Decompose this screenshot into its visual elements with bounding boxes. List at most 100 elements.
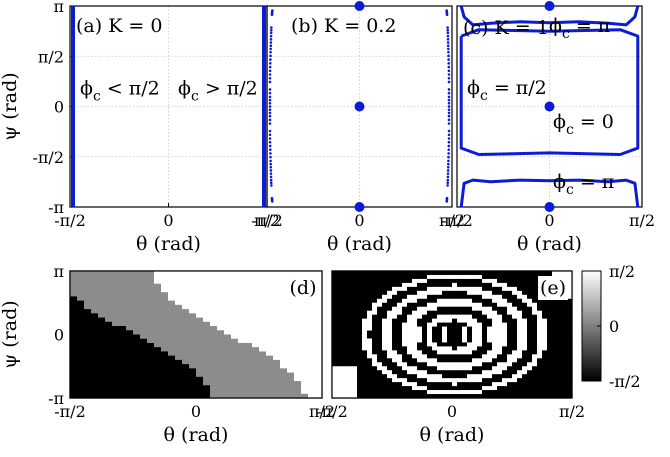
heatmap-cell: [562, 330, 568, 335]
heatmap-cell: [497, 358, 503, 363]
heatmap-cell: [266, 334, 274, 340]
heatmap-cell: [362, 318, 368, 323]
heatmap-cell: [427, 318, 433, 323]
heatmap-cell: [168, 372, 176, 378]
heatmap-cell: [397, 322, 403, 327]
heatmap-cell: [492, 314, 498, 320]
heatmap-cell: [377, 362, 383, 367]
heatmap-cell: [203, 334, 211, 340]
heatmap-cell: [437, 306, 443, 312]
heatmap-cell: [273, 296, 281, 302]
heatmap-cell: [280, 355, 288, 361]
heatmap-cell: [382, 294, 388, 300]
heatmap-cell: [462, 271, 468, 276]
heatmap-cell: [337, 358, 343, 363]
heatmap-cell: [477, 322, 483, 327]
heatmap-cell: [532, 366, 538, 371]
heatmap-cell: [462, 362, 468, 367]
heatmap-cell: [547, 314, 553, 320]
heatmap-cell: [472, 386, 478, 391]
heatmap-cell: [105, 364, 113, 369]
heatmap-cell: [196, 364, 204, 369]
x-axis-label: θ (rad): [517, 233, 582, 255]
data-point: [447, 111, 451, 115]
heatmap-cell: [487, 378, 493, 383]
heatmap-cell: [347, 330, 353, 335]
heatmap-cell: [512, 390, 518, 395]
heatmap-cell: [154, 309, 162, 314]
heatmap-cell: [437, 310, 443, 316]
heatmap-cell: [547, 334, 553, 339]
heatmap-cell: [175, 334, 183, 340]
heatmap-cell: [245, 347, 253, 352]
heatmap-cell: [217, 279, 225, 285]
heatmap-cell: [161, 321, 169, 327]
heatmap-cell: [252, 304, 260, 310]
heatmap-cell: [407, 354, 413, 359]
heatmap-cell: [352, 318, 358, 323]
heatmap-cell: [477, 290, 483, 296]
heatmap-cell: [161, 351, 169, 357]
heatmap-cell: [432, 350, 438, 355]
heatmap-cell: [91, 347, 99, 352]
heatmap-cell: [112, 283, 120, 289]
heatmap-cell: [462, 366, 468, 371]
heatmap-cell: [427, 330, 433, 335]
heatmap-cell: [427, 310, 433, 316]
heatmap-cell: [337, 322, 343, 327]
heatmap-cell: [417, 346, 423, 351]
heatmap-cell: [77, 321, 85, 327]
heatmap-cell: [542, 370, 548, 375]
heatmap-cell: [308, 321, 316, 327]
heatmap-cell: [512, 330, 518, 335]
heatmap-cell: [217, 389, 225, 395]
heatmap-cell: [407, 366, 413, 371]
heatmap-cell: [140, 347, 148, 352]
heatmap-cell: [402, 286, 408, 292]
heatmap-cell: [362, 374, 368, 379]
heatmap-cell: [98, 347, 106, 352]
heatmap-cell: [487, 322, 493, 327]
heatmap-cell: [287, 351, 295, 357]
heatmap-cell: [147, 342, 155, 348]
heatmap-cell: [189, 271, 197, 276]
heatmap-cell: [477, 382, 483, 387]
heatmap-cell: [175, 393, 183, 399]
heatmap-cell: [447, 298, 453, 304]
heatmap-cell: [259, 283, 267, 289]
heatmap-cell: [412, 370, 418, 375]
heatmap-cell: [387, 330, 393, 335]
heatmap-cell: [432, 278, 438, 284]
heatmap-cell: [517, 282, 523, 288]
heatmap-cell: [196, 355, 204, 361]
heatmap-cell: [552, 298, 558, 304]
heatmap-cell: [562, 334, 568, 339]
heatmap-cell: [252, 393, 260, 399]
heatmap-cell: [457, 306, 463, 312]
heatmap-cell: [315, 309, 323, 314]
heatmap-cell: [387, 290, 393, 296]
heatmap-cell: [462, 386, 468, 391]
heatmap-cell: [315, 385, 323, 390]
heatmap-cell: [397, 274, 403, 280]
heatmap-cell: [387, 354, 393, 359]
heatmap-cell: [140, 296, 148, 302]
heatmap-cell: [182, 338, 190, 344]
heatmap-cell: [527, 326, 533, 331]
heatmap-cell: [196, 368, 204, 373]
heatmap-cell: [357, 338, 363, 343]
heatmap-cell: [182, 279, 190, 285]
heatmap-cell: [477, 274, 483, 280]
heatmap-cell: [203, 359, 211, 365]
data-point: [268, 114, 272, 118]
heatmap-cell: [412, 354, 418, 359]
heatmap-cell: [259, 385, 267, 390]
panel-b: -π/2 0 π/2θ (rad)(b) K = 0.2: [251, 1, 465, 255]
heatmap-cell: [91, 283, 99, 289]
heatmap-cell: [377, 350, 383, 355]
heatmap-cell: [352, 346, 358, 351]
heatmap-cell: [502, 370, 508, 375]
heatmap-cell: [196, 338, 204, 344]
heatmap-cell: [492, 318, 498, 323]
heatmap-cell: [407, 322, 413, 327]
